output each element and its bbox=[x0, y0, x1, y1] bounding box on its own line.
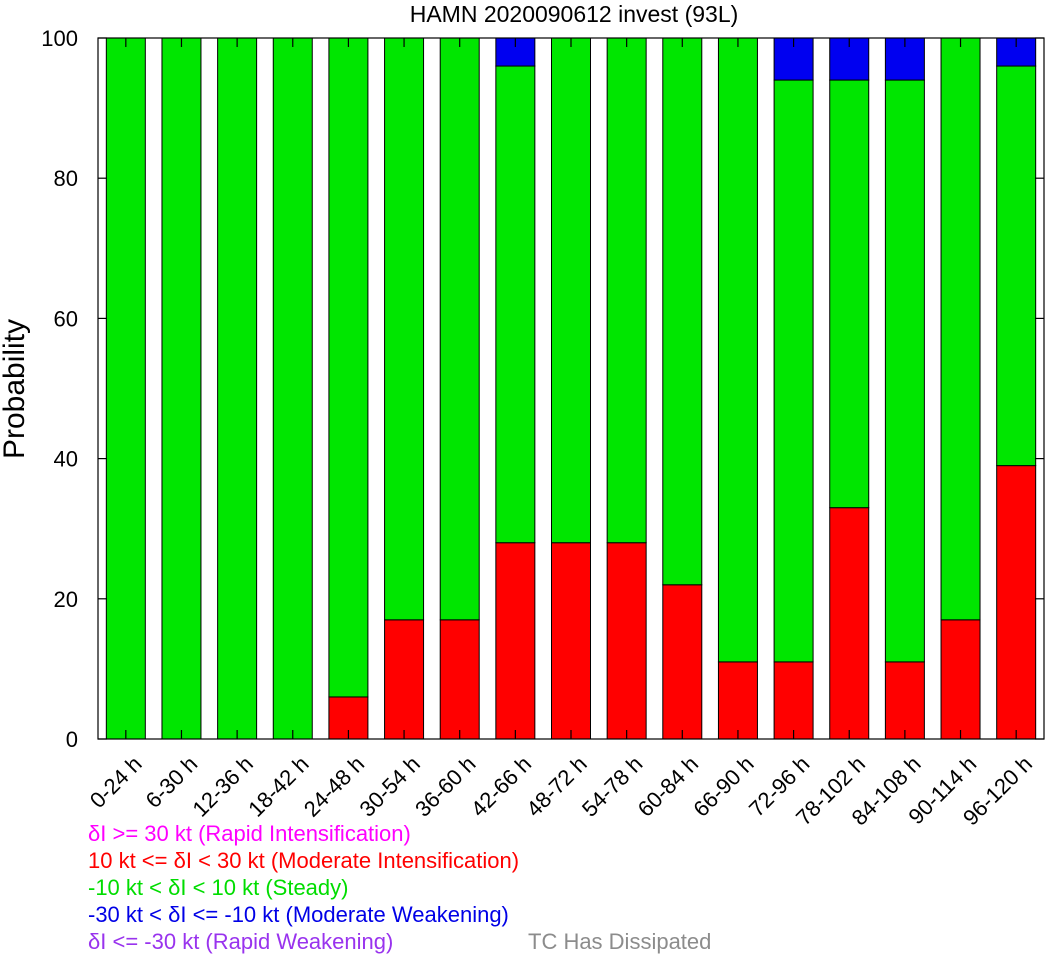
y-tick-label: 0 bbox=[66, 727, 78, 752]
bar-moderate-intensification-8 bbox=[551, 542, 591, 740]
bar-moderate-intensification-5 bbox=[384, 619, 425, 740]
bar-steady-5 bbox=[384, 37, 425, 621]
bar-steady-12 bbox=[773, 79, 814, 663]
bar-steady-0 bbox=[105, 37, 146, 740]
bar-steady-14 bbox=[884, 79, 925, 663]
x-tick-label: 12-36 h bbox=[188, 751, 258, 821]
x-tick-label: 24-48 h bbox=[299, 751, 369, 821]
bar-steady-16 bbox=[996, 65, 1037, 467]
x-tick-label: 60-84 h bbox=[633, 751, 703, 821]
bar-steady-1 bbox=[161, 37, 202, 740]
bar-moderate-weakening-14 bbox=[884, 37, 925, 81]
x-tick-label: 36-60 h bbox=[410, 751, 480, 821]
x-tick-label: 48-72 h bbox=[521, 751, 591, 821]
chart-title: HAMN 2020090612 invest (93L) bbox=[410, 1, 739, 27]
x-tick-label: 54-78 h bbox=[577, 751, 647, 821]
y-tick-label: 60 bbox=[54, 306, 78, 331]
bar-moderate-intensification-7 bbox=[495, 542, 536, 740]
bar-steady-10 bbox=[662, 37, 703, 586]
bar-moderate-intensification-12 bbox=[773, 661, 814, 740]
bar-moderate-intensification-11 bbox=[717, 661, 758, 740]
bar-moderate-intensification-6 bbox=[439, 619, 480, 740]
bar-moderate-intensification-15 bbox=[940, 619, 981, 740]
bar-steady-8 bbox=[551, 37, 591, 544]
bar-steady-9 bbox=[606, 37, 647, 544]
x-tick-label: 0-24 h bbox=[85, 751, 147, 813]
bar-moderate-intensification-9 bbox=[606, 542, 647, 740]
bar-steady-4 bbox=[328, 37, 369, 698]
bar-steady-15 bbox=[940, 37, 981, 621]
y-tick-label: 100 bbox=[41, 26, 78, 51]
bar-steady-13 bbox=[829, 79, 870, 509]
x-tick-label: 66-90 h bbox=[688, 751, 758, 821]
bars-layer bbox=[105, 37, 1037, 740]
y-axis: 0 20 40 60 80 100 bbox=[41, 26, 1044, 752]
bar-moderate-intensification-10 bbox=[662, 584, 703, 740]
bar-moderate-intensification-16 bbox=[996, 465, 1037, 740]
x-tick-label: 18-42 h bbox=[243, 751, 313, 821]
bar-moderate-intensification-13 bbox=[829, 507, 870, 740]
bar-steady-2 bbox=[217, 37, 258, 740]
y-tick-label: 20 bbox=[54, 587, 78, 612]
bar-moderate-weakening-13 bbox=[829, 37, 870, 81]
bar-steady-3 bbox=[272, 37, 313, 740]
y-tick-label: 80 bbox=[54, 166, 78, 191]
x-tick-label: 30-54 h bbox=[355, 751, 425, 821]
x-tick-label: 42-66 h bbox=[466, 751, 536, 821]
bar-steady-6 bbox=[439, 37, 480, 621]
bar-moderate-intensification-14 bbox=[884, 661, 925, 740]
bar-steady-7 bbox=[495, 65, 536, 544]
y-tick-label: 40 bbox=[54, 447, 78, 472]
y-axis-label: Probability bbox=[0, 319, 31, 459]
bar-steady-11 bbox=[717, 37, 758, 663]
